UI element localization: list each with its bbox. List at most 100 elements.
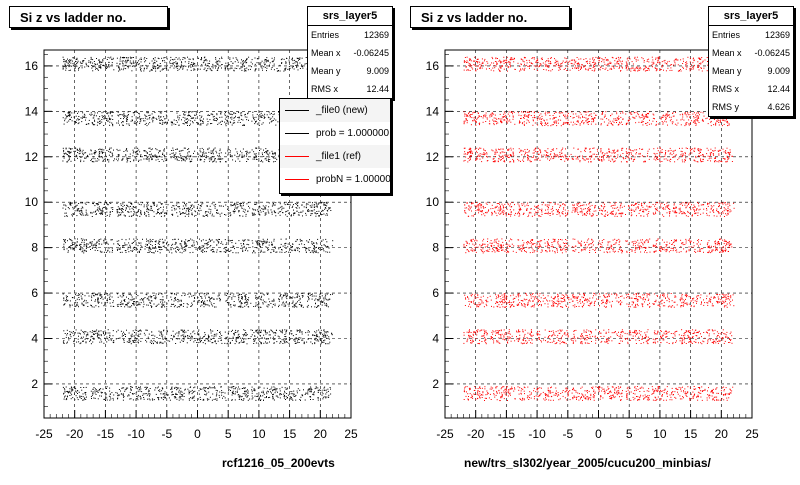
left-point [133,340,134,341]
left-point [207,400,208,401]
left-point [191,161,192,162]
left-point [173,335,174,336]
left-point [167,59,168,60]
left-point [207,149,208,150]
left-point [121,212,122,213]
left-point [97,335,98,336]
left-point [243,387,244,388]
left-point [285,63,286,64]
left-point [328,306,329,307]
left-point [123,295,124,296]
left-point [208,388,209,389]
left-point [156,306,157,307]
left-point [162,343,163,344]
left-point [206,304,207,305]
left-point [313,252,314,253]
left-point [330,389,331,390]
left-point [111,59,112,60]
left-point [128,247,129,248]
left-point [273,337,274,338]
left-point [104,117,105,118]
left-point [81,330,82,331]
left-point [167,210,168,211]
left-point [233,123,234,124]
left-point [280,294,281,295]
left-point [163,299,164,300]
left-point [144,214,145,215]
left-point [308,305,309,306]
left-point [188,148,189,149]
left-point [124,342,125,343]
left-point [317,299,318,300]
left-point [246,59,247,60]
left-point [201,241,202,242]
left-point [146,294,147,295]
left-point [291,399,292,400]
left-point [286,389,287,390]
left-point [298,212,299,213]
left-point [190,386,191,387]
left-point [261,299,262,300]
left-point [267,294,268,295]
left-point [112,64,113,65]
left-point [269,123,270,124]
left-point [227,293,228,294]
left-point [107,215,108,216]
left-point [77,305,78,306]
left-point [317,336,318,337]
left-point [196,342,197,343]
left-point [203,156,204,157]
left-point [148,115,149,116]
left-point [92,66,93,67]
left-point [205,296,206,297]
left-point [308,338,309,339]
left-point [75,243,76,244]
left-point [136,151,137,152]
left-point [95,150,96,151]
left-point [127,60,128,61]
left-point [197,208,198,209]
left-point [272,214,273,215]
left-point [103,240,104,241]
left-point [235,388,236,389]
left-point [260,387,261,388]
left-point [243,149,244,150]
left-point [82,60,83,61]
left-point [287,204,288,205]
left-point [321,330,322,331]
left-point [172,387,173,388]
left-point [237,153,238,154]
left-point [83,396,84,397]
left-point [180,213,181,214]
left-point [294,304,295,305]
left-point [252,393,253,394]
left-point [64,213,65,214]
left-point [208,392,209,393]
left-point [315,298,316,299]
left-point [247,152,248,153]
left-point [300,212,301,213]
left-point [293,210,294,211]
left-point [194,301,195,302]
left-point [82,153,83,154]
left-point [140,396,141,397]
left-point [266,212,267,213]
left-point [126,61,127,62]
left-point [149,243,150,244]
left-point [266,160,267,161]
left-point [85,152,86,153]
left-point [191,338,192,339]
left-point [81,238,82,239]
left-point [105,161,106,162]
left-point [166,306,167,307]
left-point [214,205,215,206]
left-point [170,57,171,58]
left-point [257,114,258,115]
left-point [214,386,215,387]
left-point [216,335,217,336]
left-point [159,208,160,209]
left-point [220,149,221,150]
left-point [209,300,210,301]
left-point [96,394,97,395]
left-point [102,214,103,215]
